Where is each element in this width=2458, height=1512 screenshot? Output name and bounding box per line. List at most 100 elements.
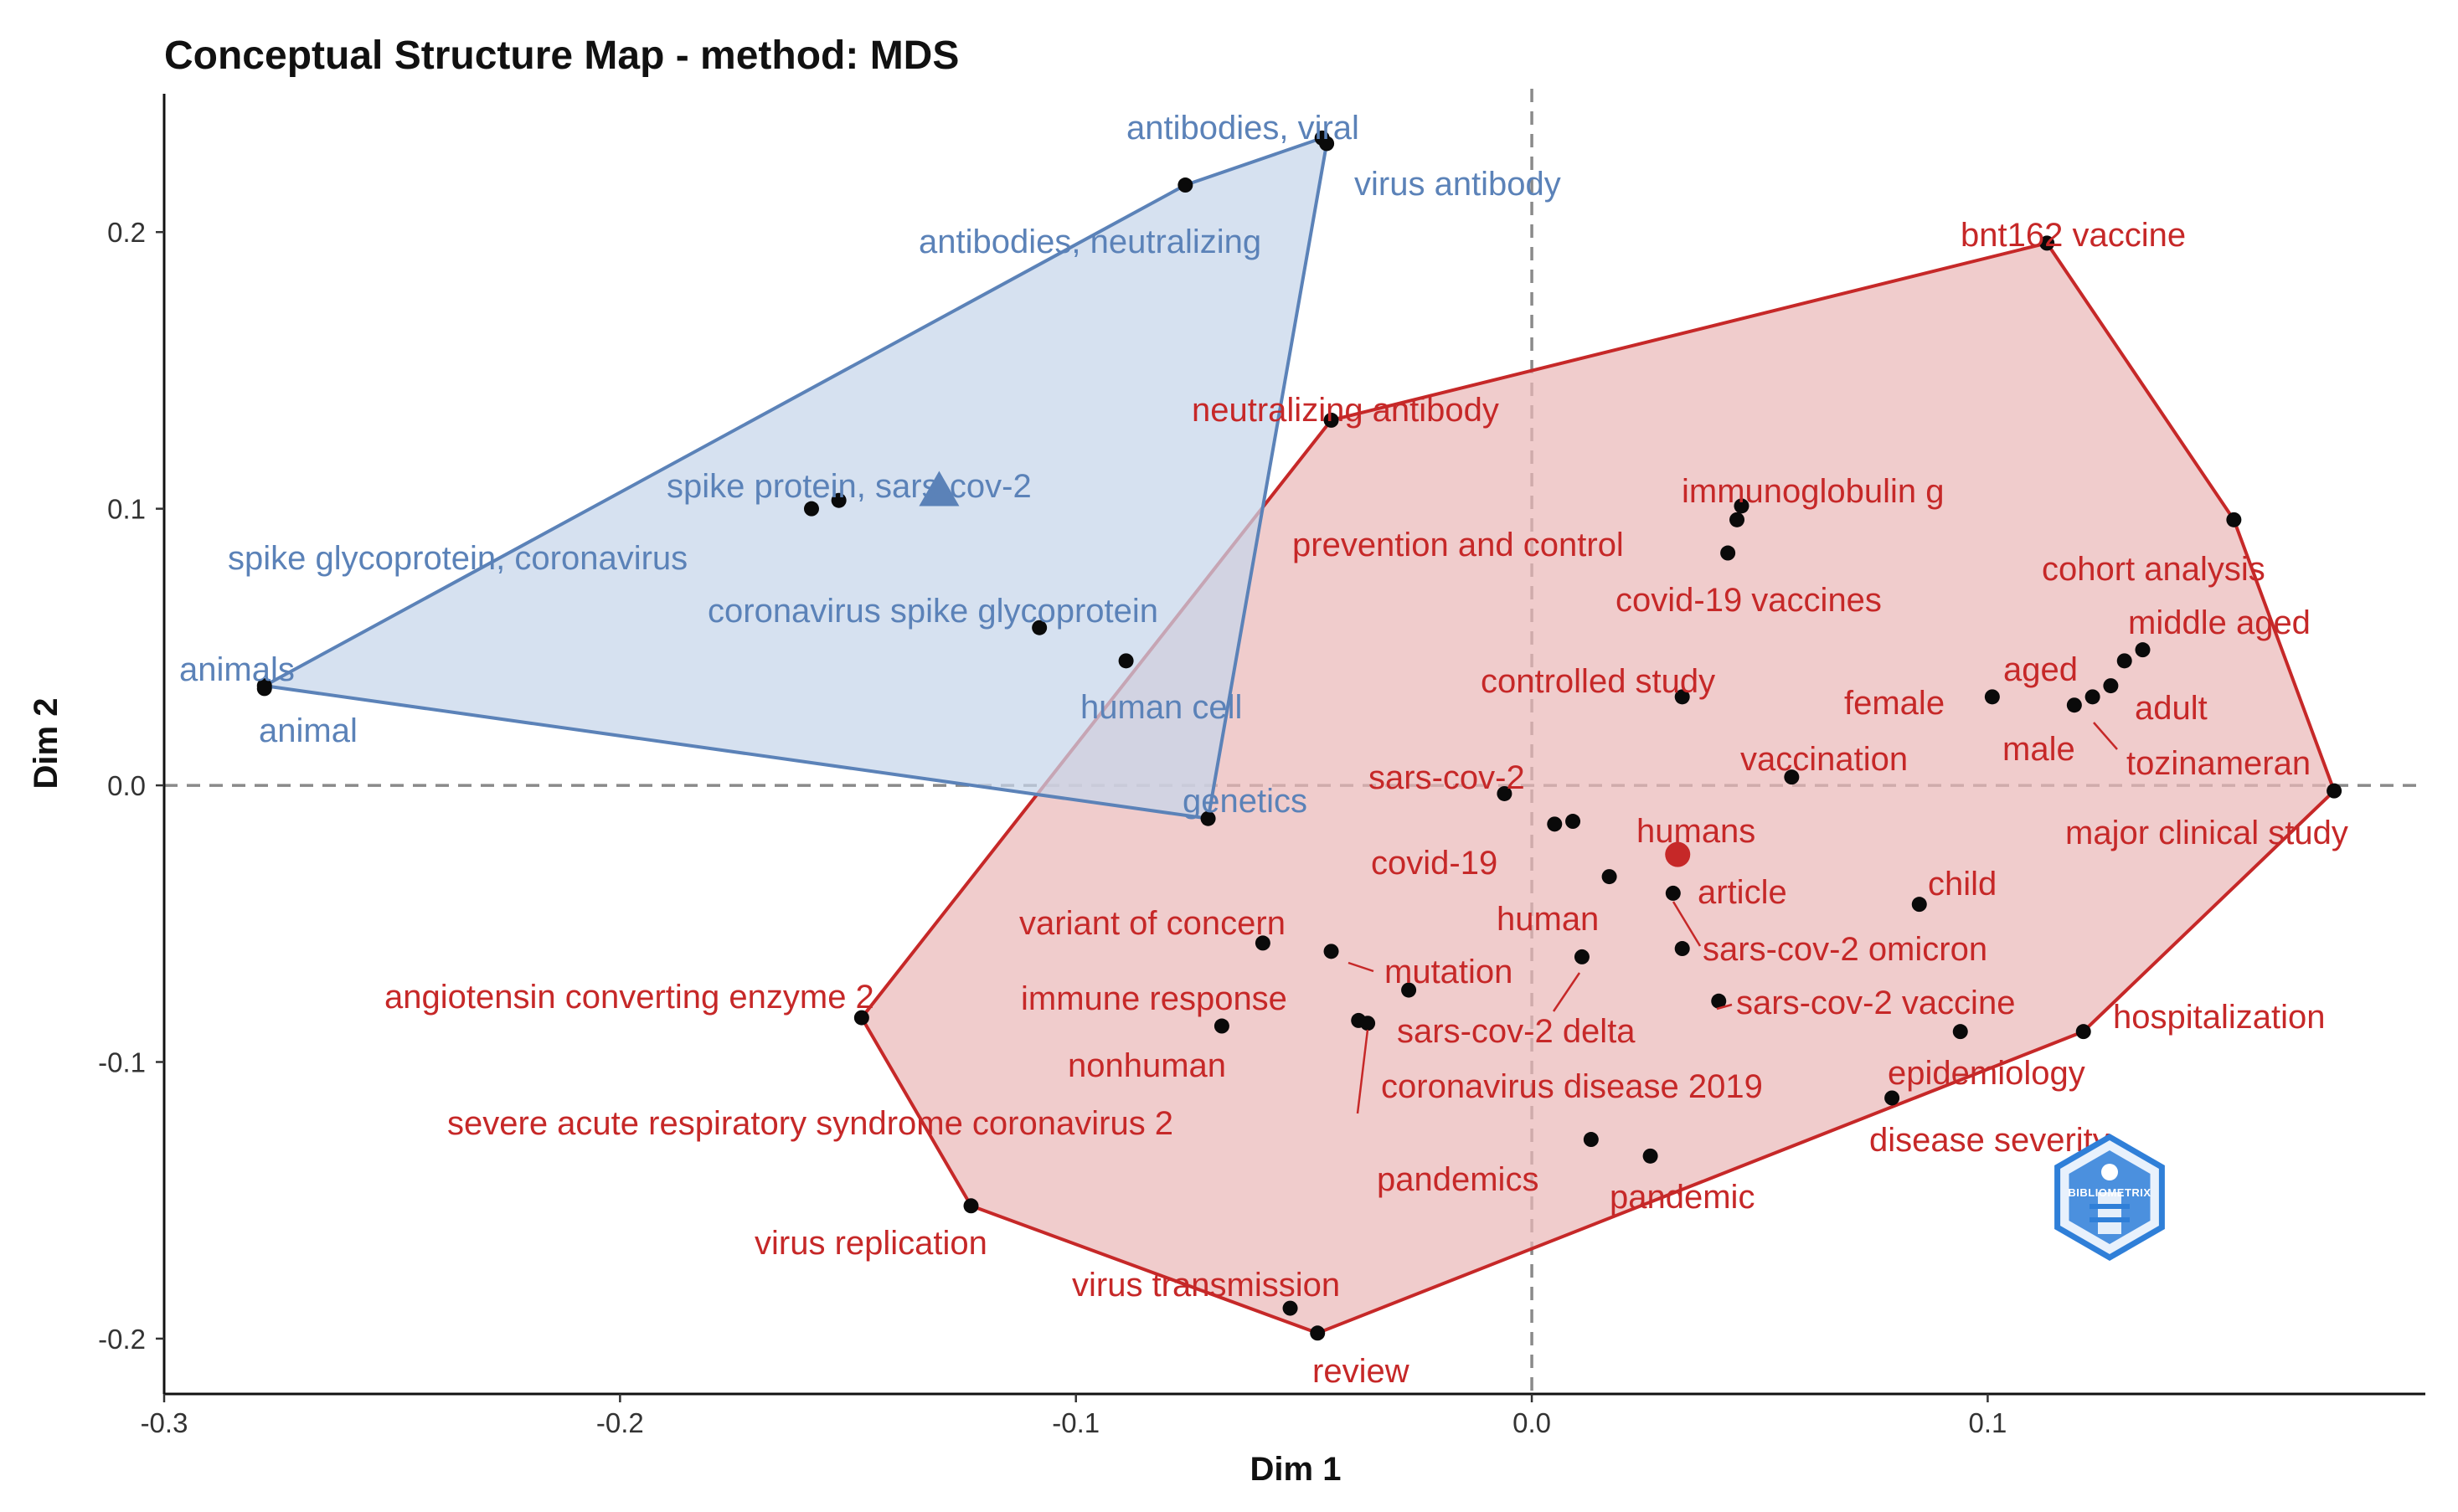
point-label: antibodies, viral [1126, 110, 1359, 147]
point-label: spike protein, sars-cov-2 [667, 468, 1032, 505]
red-data-point [1729, 512, 1745, 527]
point-label: spike glycoprotein, coronavirus [228, 540, 688, 577]
y-tick-label: -0.1 [98, 1047, 146, 1077]
red-data-point [1674, 941, 1690, 957]
red-data-point [1642, 1148, 1658, 1164]
red-data-point [1720, 545, 1736, 561]
red-data-point [1784, 769, 1800, 785]
point-label: middle aged [2128, 604, 2311, 641]
red-data-point [1884, 1090, 1900, 1106]
point-label: controlled study [1481, 663, 1715, 700]
point-label: cohort analysis [2042, 551, 2265, 588]
point-label: sars-cov-2 [1368, 759, 1525, 796]
blue-data-point [1032, 620, 1048, 635]
blue-data-point [1319, 136, 1335, 152]
point-label: animal [259, 712, 358, 749]
point-label: virus antibody [1354, 166, 1561, 203]
point-label: bnt162 vaccine [1961, 217, 2186, 254]
red-centroid-marker [1665, 841, 1691, 867]
red-data-point [963, 1198, 979, 1214]
point-label: antibodies, neutralizing [919, 224, 1261, 260]
label-leader-line [1672, 901, 1702, 947]
blue-data-point [256, 681, 272, 697]
point-label: severe acute respiratory syndrome corona… [447, 1105, 1173, 1142]
point-label: aged [2003, 651, 2078, 688]
red-data-point [1674, 689, 1690, 705]
point-label: male [2002, 731, 2075, 768]
chart-title: Conceptual Structure Map - method: MDS [164, 33, 959, 78]
bibliometrix-logo-icon: BIBLIOMETRIX [2054, 1133, 2165, 1262]
point-label: prevention and control [1292, 527, 1624, 563]
point-label: coronavirus spike glycoprotein [708, 593, 1158, 630]
red-data-point [1583, 1132, 1599, 1148]
red-data-point [1255, 935, 1270, 951]
label-leader-line [1348, 961, 1374, 973]
logo-stripe [2090, 1217, 2130, 1222]
red-data-point [1711, 993, 1727, 1009]
point-label: adult [2135, 690, 2208, 727]
point-label: disease severity [1869, 1122, 2110, 1159]
point-labels: antibodies, viral virus antibody antibodie… [179, 110, 2348, 1390]
red-data-point [1401, 982, 1417, 998]
point-label: immune response [1021, 980, 1287, 1017]
point-label: human [1497, 901, 1599, 938]
point-label: vaccination [1740, 741, 1908, 778]
label-leader-line [1356, 1029, 1369, 1114]
x-tick-label: -0.3 [141, 1407, 188, 1438]
red-data-point [1360, 1016, 1376, 1031]
x-axis-title: Dim 1 [1250, 1451, 1342, 1488]
red-data-point [1574, 949, 1590, 964]
logo-lamp [2101, 1164, 2118, 1180]
red-data-point [1214, 1018, 1229, 1034]
red-data-point [1984, 689, 2000, 705]
y-tick-label: 0.1 [107, 494, 146, 525]
red-data-point [1734, 498, 1749, 514]
point-label: sars-cov-2 omicron [1703, 931, 1987, 968]
point-label: immunoglobulin g [1682, 473, 1945, 510]
x-tick-label: 0.1 [1968, 1407, 2007, 1438]
point-label: article [1698, 874, 1787, 911]
y-tick-label: -0.2 [98, 1324, 146, 1355]
point-label: neutralizing antibody [1192, 392, 1499, 429]
logo-tower [2098, 1192, 2121, 1234]
red-data-point [2116, 653, 2132, 669]
point-label: coronavirus disease 2019 [1381, 1068, 1763, 1105]
data-points [256, 130, 2342, 1341]
point-label: epidemiology [1888, 1055, 2085, 1092]
red-data-point [1497, 785, 1512, 801]
y-tick-label: 0.0 [107, 770, 146, 801]
axes: -0.3 -0.2 -0.1 0.0 0.1 -0.2 -0.1 0.0 0.1 0.2 [98, 94, 2425, 1438]
y-tick-label: 0.2 [107, 217, 146, 248]
y-axis-title: Dim 2 [28, 698, 64, 789]
point-label: nonhuman [1068, 1047, 1226, 1084]
point-label: sars-cov-2 vaccine [1736, 985, 2015, 1021]
red-data-point [2066, 697, 2082, 713]
point-label: variant of concern [1019, 905, 1286, 942]
cluster-hulls [262, 136, 2337, 1335]
red-data-point [1565, 814, 1581, 830]
red-data-point [853, 1010, 869, 1026]
x-tick-label: 0.0 [1512, 1407, 1551, 1438]
point-label: female [1844, 685, 1945, 722]
x-tick-label: -0.2 [596, 1407, 644, 1438]
point-label: review [1312, 1353, 1409, 1390]
red-data-point [2135, 642, 2151, 658]
blue-centroid-marker [919, 471, 960, 507]
label-leader-line [1552, 972, 1581, 1012]
red-data-point [2327, 783, 2342, 799]
point-label: major clinical study [2065, 815, 2348, 851]
label-leader-line [1716, 1003, 1733, 1011]
point-label: sars-cov-2 delta [1397, 1013, 1636, 1050]
red-data-point [1911, 897, 1927, 913]
red-data-point [2039, 235, 2055, 251]
red-data-point [1952, 1024, 1968, 1040]
red-data-point [2075, 1024, 2091, 1040]
point-label: animals [179, 651, 295, 688]
red-data-point [1282, 1300, 1298, 1316]
red-data-point [1310, 1325, 1326, 1341]
blue-data-point [831, 492, 847, 508]
red-data-point [1323, 944, 1339, 959]
red-data-point [2084, 689, 2100, 705]
red-data-point [1665, 885, 1681, 901]
